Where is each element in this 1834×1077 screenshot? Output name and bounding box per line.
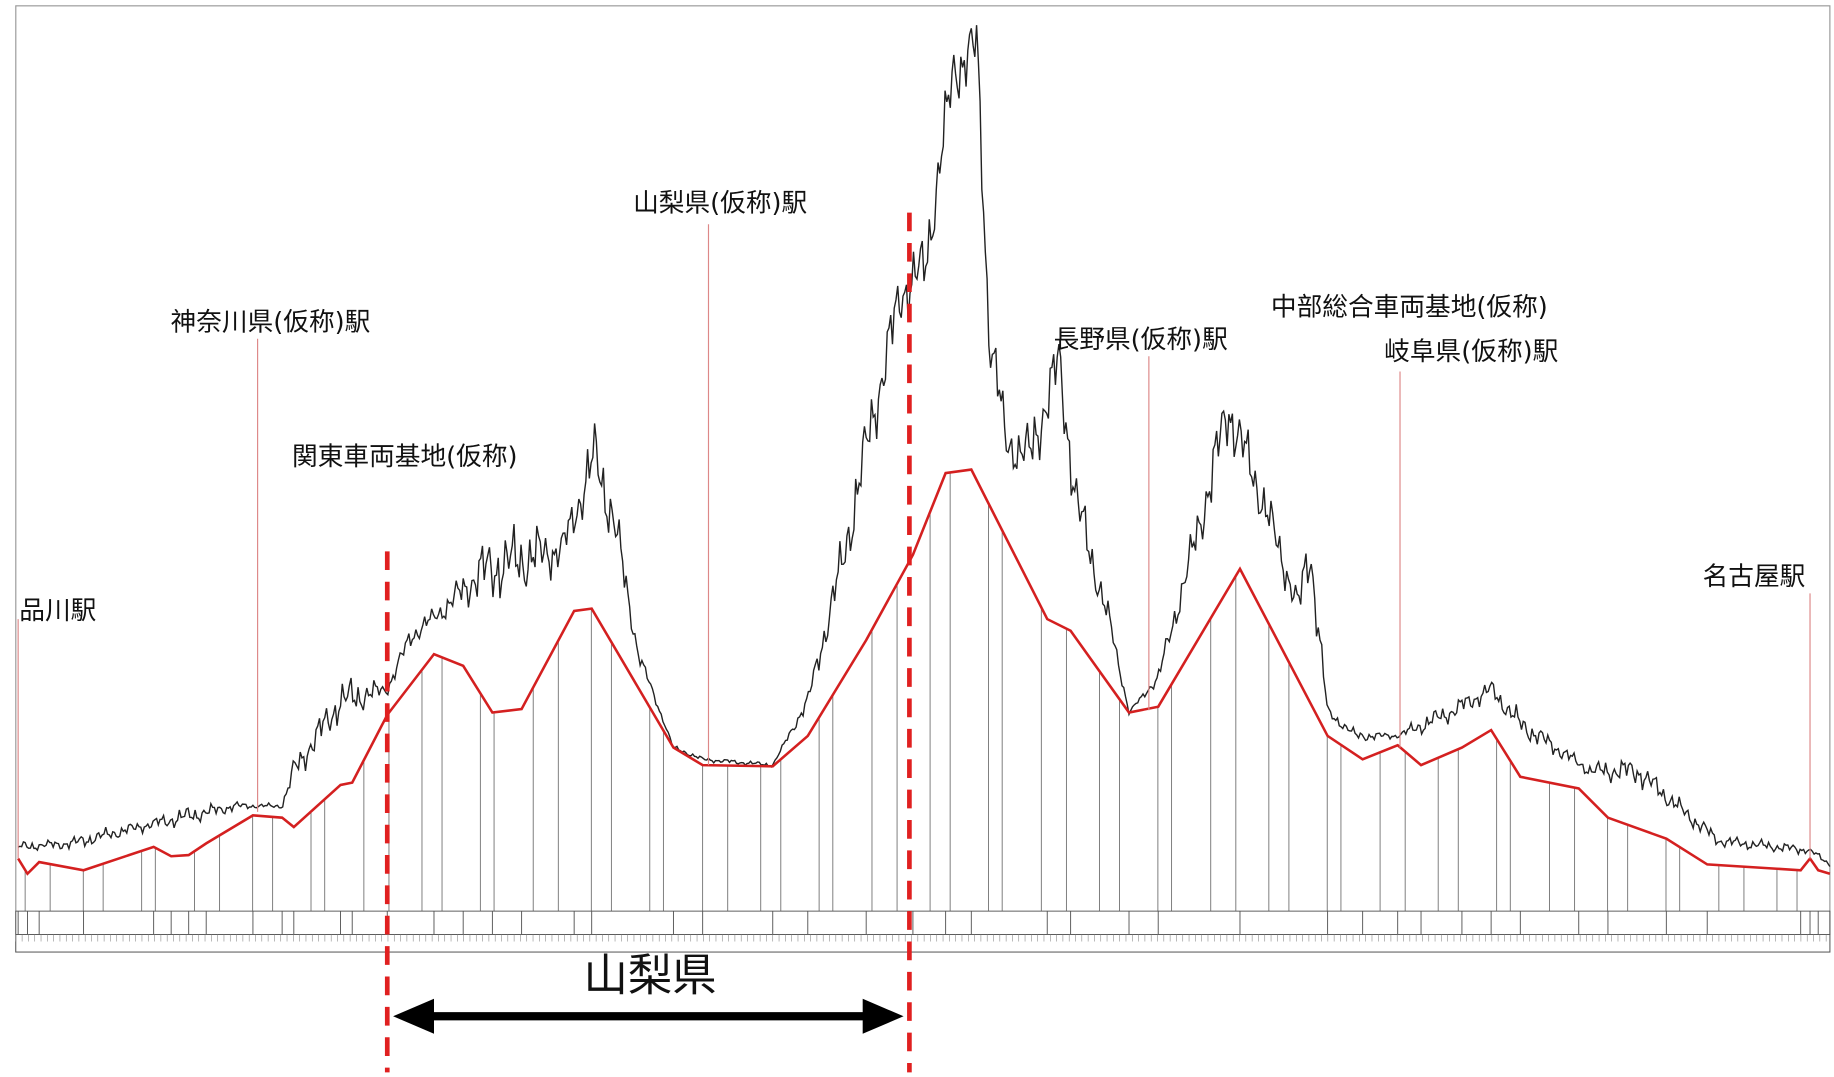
station-label: 名古屋駅 bbox=[1703, 562, 1806, 592]
frame bbox=[15, 5, 1831, 953]
band-row bbox=[15, 934, 1831, 953]
ground-profile bbox=[17, 25, 1831, 867]
arrow-head bbox=[393, 998, 434, 1034]
station-lines bbox=[17, 224, 1811, 859]
arrow-head bbox=[862, 998, 904, 1034]
band-row bbox=[15, 910, 1831, 935]
station-label: 山梨県(仮称)駅 bbox=[633, 188, 807, 218]
station-label: 長野県(仮称)駅 bbox=[1054, 325, 1228, 355]
station-label: 関東車両基地(仮称) bbox=[292, 442, 518, 472]
region-label: 山梨県 bbox=[584, 951, 717, 1002]
station-label: 中部総合車両基地(仮称) bbox=[1271, 292, 1548, 322]
station-label: 神奈川県(仮称)駅 bbox=[171, 308, 371, 338]
track-profile bbox=[17, 468, 1831, 876]
station-label: 品川駅 bbox=[19, 596, 96, 626]
gradient-band bbox=[15, 910, 1831, 953]
section-lines bbox=[24, 472, 1798, 912]
station-label: 岐阜県(仮称)駅 bbox=[1384, 337, 1558, 367]
